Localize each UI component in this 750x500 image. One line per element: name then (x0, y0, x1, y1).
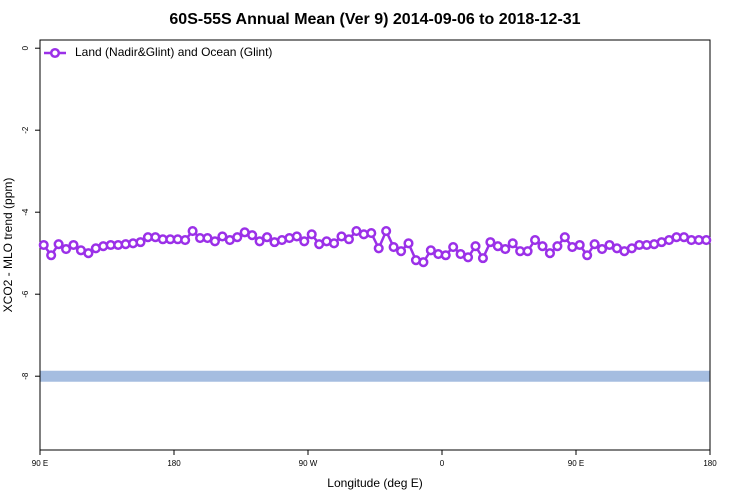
series-marker (291, 231, 302, 242)
series-marker (306, 229, 317, 240)
x-tick-label: 180 (703, 459, 717, 468)
series-marker (343, 234, 354, 245)
x-tick-label: 90 E (32, 459, 48, 468)
y-tick-label: -4 (21, 208, 30, 216)
x-axis-label: Longitude (deg E) (327, 476, 422, 490)
series-marker (500, 244, 511, 255)
y-tick-label: 0 (21, 45, 30, 50)
y-tick-label: -6 (21, 290, 30, 298)
series-marker (381, 226, 392, 237)
series-marker (418, 257, 429, 268)
series-marker (477, 253, 488, 264)
series-marker (463, 252, 474, 263)
x-tick-label: 180 (167, 459, 181, 468)
series-marker (373, 243, 384, 254)
series-marker (187, 226, 198, 237)
y-tick-label: -8 (21, 372, 30, 380)
series-marker (544, 248, 555, 259)
legend-marker (49, 47, 61, 59)
series-marker (537, 241, 548, 252)
chart-title: 60S-55S Annual Mean (Ver 9) 2014-09-06 t… (169, 11, 580, 28)
series-marker (559, 232, 570, 243)
series-marker (38, 239, 49, 251)
series-marker (53, 239, 64, 250)
series-marker (262, 232, 273, 243)
series-marker (470, 241, 481, 252)
series-marker (388, 242, 399, 253)
series-marker (254, 236, 265, 247)
series-marker (329, 238, 340, 249)
x-tick-label: 90 E (568, 459, 584, 468)
series-marker (68, 239, 79, 251)
series-marker (448, 242, 459, 253)
series-marker (299, 236, 310, 247)
series-marker (403, 238, 414, 249)
series-marker (589, 239, 600, 250)
y-tick-label: -2 (21, 126, 30, 134)
series-marker (180, 235, 191, 246)
series-marker (597, 244, 608, 255)
series-marker (552, 241, 563, 252)
series-marker (396, 246, 407, 257)
series-marker (135, 237, 146, 248)
series-marker (83, 248, 94, 259)
series-marker (209, 236, 220, 247)
series-marker (217, 231, 228, 242)
series-marker (522, 246, 533, 257)
series-marker (232, 232, 243, 243)
series-marker (574, 239, 585, 251)
series-marker (530, 235, 541, 246)
y-axis-label: XCO2 - MLO trend (ppm) (1, 178, 15, 313)
series-marker (485, 237, 496, 248)
series-marker (366, 228, 377, 239)
x-tick-label: 0 (440, 459, 445, 468)
series-marker (61, 244, 72, 255)
series-marker (582, 250, 593, 261)
series-marker (507, 238, 518, 249)
series-marker (425, 245, 436, 256)
series-marker (247, 230, 258, 241)
series-marker (440, 250, 451, 261)
x-tick-label: 90 W (299, 459, 318, 468)
series-marker (701, 235, 712, 246)
legend-label: Land (Nadir&Glint) and Ocean (Glint) (75, 45, 272, 59)
series-marker (46, 250, 57, 261)
